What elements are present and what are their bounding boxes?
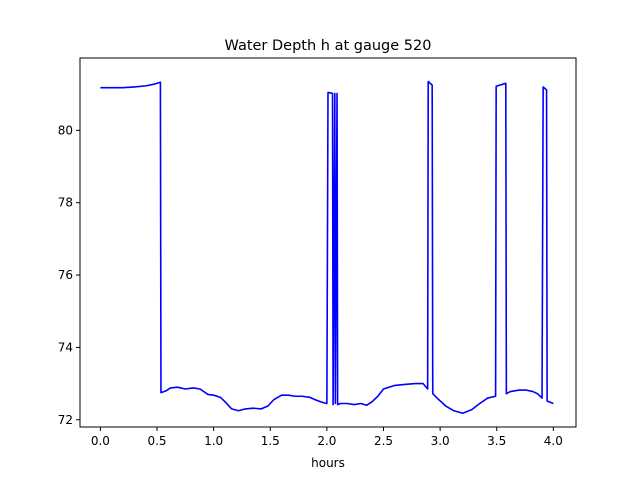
y-axis: 72 74 76 78 80 — [58, 123, 80, 427]
y-tick-label: 80 — [58, 123, 73, 137]
y-tick-label: 78 — [58, 196, 73, 210]
chart-title: Water Depth h at gauge 520 — [225, 38, 432, 54]
x-tick-label: 2.0 — [317, 434, 336, 448]
x-tick-label: 0.5 — [147, 434, 166, 448]
x-tick-label: 3.0 — [431, 434, 450, 448]
x-tick-label: 0.0 — [91, 434, 110, 448]
x-axis-label: hours — [311, 456, 345, 470]
series-line — [100, 80, 554, 415]
x-tick-label: 2.5 — [374, 434, 393, 448]
x-tick-label: 3.5 — [487, 434, 506, 448]
y-tick-label: 76 — [58, 268, 73, 282]
x-tick-label: 4.0 — [544, 434, 563, 448]
x-axis: 0.0 0.5 1.0 1.5 2.0 2.5 3.0 3.5 4.0 — [91, 427, 563, 448]
plot-frame — [79, 57, 577, 428]
y-tick-label: 74 — [58, 340, 73, 354]
x-tick-label: 1.5 — [261, 434, 280, 448]
y-tick-label: 72 — [58, 413, 73, 427]
x-tick-label: 1.0 — [204, 434, 223, 448]
